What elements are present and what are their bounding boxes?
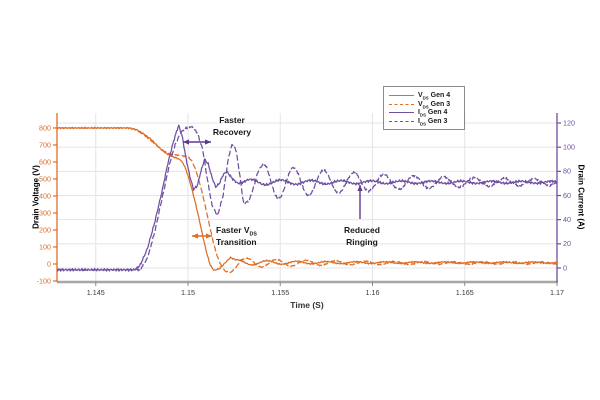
legend-line-sample-solid-purple — [389, 112, 414, 114]
right-tick-label: 40 — [563, 215, 571, 224]
right-tick-label: 60 — [563, 191, 571, 200]
series-ids-gen4 — [57, 124, 557, 272]
right-tick-label: 0 — [563, 263, 567, 272]
left-tick-label: 100 — [39, 242, 51, 251]
x-axis-label: Time (S) — [290, 300, 324, 310]
arrowhead — [205, 139, 211, 145]
left-tick-label: 200 — [39, 225, 51, 234]
arrowhead — [206, 233, 212, 239]
x-tick-label: 1.16 — [365, 288, 379, 297]
x-tick-label: 1.155 — [271, 288, 289, 297]
left-tick-label: 0 — [47, 259, 51, 268]
legend-line-sample-solid-orange — [389, 94, 414, 96]
legend-label: VDS Gen 4 — [418, 91, 451, 101]
annotation-reduced-ringing: Reduced Ringing — [344, 224, 380, 248]
left-tick-label: 500 — [39, 174, 51, 183]
y-axis-label-right: Drain Current (A) — [576, 164, 586, 230]
x-tick-label: 1.145 — [87, 288, 105, 297]
y-axis-label-left: Drain Voltage (V) — [31, 165, 41, 229]
left-tick-label: 300 — [39, 208, 51, 217]
right-tick-label: 120 — [563, 118, 575, 127]
series-vds-gen3 — [57, 126, 557, 274]
annotation-text: Faster VDS — [216, 225, 257, 238]
series-ids-gen3 — [57, 125, 557, 272]
legend-item-ids-gen4: IDS Gen 4 — [389, 109, 459, 118]
annotation-text: Reduced — [344, 225, 380, 235]
annotation-text: Ringing — [346, 237, 378, 247]
reduced-ringing-arrow — [357, 185, 363, 219]
right-tick-label: 20 — [563, 239, 571, 248]
legend-label: IDS Gen 3 — [418, 118, 448, 127]
faster-recovery-arrow — [183, 139, 211, 145]
legend-line-sample-dashed-orange — [389, 103, 414, 105]
x-tick-label: 1.165 — [456, 288, 474, 297]
x-tick-label: 1.15 — [181, 288, 195, 297]
annotation-text: Faster — [219, 115, 245, 125]
annotation-text: Recovery — [212, 127, 252, 137]
gridlines — [57, 113, 558, 282]
faster-vds-transition-arrow — [192, 233, 212, 239]
left-tick-label: 600 — [39, 157, 51, 166]
legend-item-vds-gen4: VDS Gen 4 — [389, 91, 459, 100]
right-tick-label: 100 — [563, 143, 575, 152]
left-tick-label: 800 — [39, 123, 51, 132]
legend-label: IDS Gen 4 — [418, 109, 448, 118]
legend-item-vds-gen3: VDS Gen 3 — [389, 100, 459, 109]
annotation-faster-recovery: Faster Recovery — [213, 114, 251, 138]
arrowhead — [183, 139, 189, 145]
left-tick-label: 700 — [39, 140, 51, 149]
legend-box: VDS Gen 4 VDS Gen 3 IDS Gen 4 IDS Gen 3 — [383, 86, 465, 131]
series-group — [57, 124, 557, 274]
arrowhead — [357, 185, 363, 191]
axis-ticks: 8007006005004003002001000-10012010080604… — [37, 118, 575, 297]
legend-item-ids-gen3: IDS Gen 3 — [389, 117, 459, 126]
series-vds-gen4 — [57, 126, 557, 271]
left-tick-label: 400 — [39, 191, 51, 200]
annotation-text: Transition — [216, 237, 257, 247]
legend-line-sample-dashed-purple — [389, 121, 414, 123]
left-tick-label: -100 — [37, 276, 51, 285]
arrowhead — [192, 233, 198, 239]
x-tick-label: 1.17 — [550, 288, 564, 297]
right-tick-label: 80 — [563, 167, 571, 176]
legend-label: VDS Gen 3 — [418, 100, 451, 110]
annotation-faster-vds-transition: Faster VDS Transition — [216, 224, 257, 248]
